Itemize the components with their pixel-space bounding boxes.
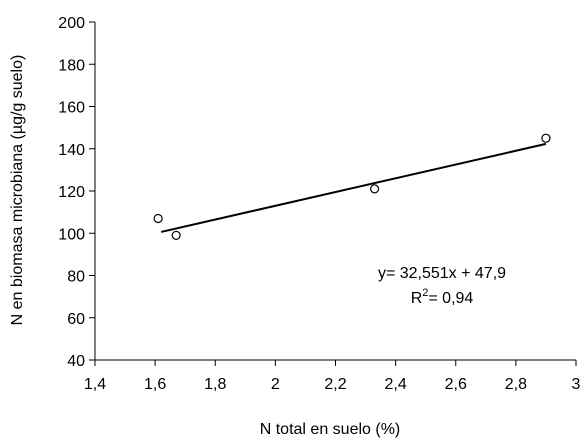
x-tick-label: 2,2 — [324, 376, 346, 393]
y-ticks: 40 60 80 100 120 140 160 180 200 — [58, 15, 95, 370]
equation-label: y= 32,551x + 47,9 — [378, 265, 506, 282]
y-tick-label: 140 — [58, 142, 85, 159]
data-point — [153, 213, 163, 224]
r-squared-label: R2= 0,94 — [411, 287, 474, 307]
y-tick-label: 60 — [67, 311, 85, 328]
x-ticks: 1,4 1,6 1,8 2 2,2 2,4 2,6 2,8 3 — [84, 360, 581, 393]
x-tick-label: 2 — [271, 376, 280, 393]
y-axis-title: N en biomasa microbiana (µg/g suelo) — [9, 55, 26, 326]
y-tick-label: 120 — [58, 184, 85, 201]
y-tick-label: 160 — [58, 100, 85, 117]
data-point — [541, 133, 551, 143]
y-tick-label: 80 — [67, 269, 85, 286]
r-squared-value: = 0,94 — [428, 290, 473, 307]
x-tick-label: 2,4 — [385, 376, 407, 393]
data-points — [153, 133, 551, 240]
r-squared-prefix: R — [411, 290, 423, 307]
y-tick-label: 40 — [67, 353, 85, 370]
y-tick-label: 200 — [58, 15, 85, 32]
y-tick-label: 180 — [58, 57, 85, 74]
x-tick-label: 2,8 — [505, 376, 527, 393]
x-tick-label: 3 — [572, 376, 581, 393]
plot-area: 40 60 80 100 120 140 160 180 200 1,4 1,6 1,8 2 2,2 2,… — [58, 15, 580, 393]
x-axis-title: N total en suelo (%) — [260, 421, 401, 438]
x-tick-label: 1,4 — [84, 376, 106, 393]
trendline — [160, 142, 547, 233]
y-tick-label: 100 — [58, 226, 85, 243]
x-tick-label: 1,8 — [204, 376, 226, 393]
data-point — [171, 230, 181, 240]
x-tick-label: 1,6 — [144, 376, 166, 393]
data-point — [369, 184, 380, 194]
r-squared-superscript: 2 — [422, 287, 428, 299]
x-tick-label: 2,6 — [445, 376, 467, 393]
